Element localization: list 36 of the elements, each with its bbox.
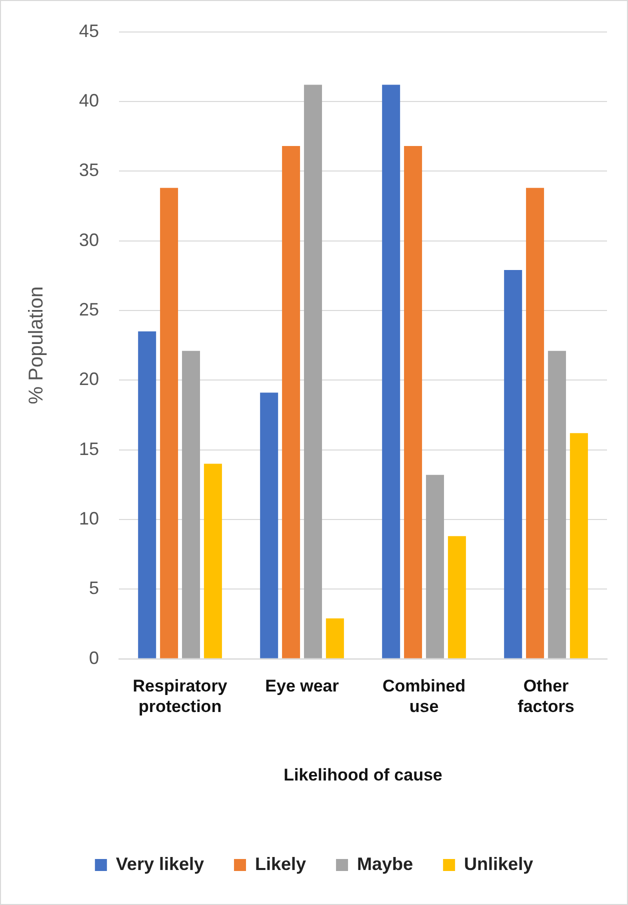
y-tick-label: 10 — [78, 508, 100, 528]
bar — [404, 146, 422, 658]
bar — [182, 350, 200, 658]
bar — [526, 188, 544, 658]
y-tick-label: 5 — [89, 578, 100, 598]
legend-label: Very likely — [116, 854, 204, 874]
x-tick-label: Other factors — [518, 676, 574, 716]
bar — [382, 84, 400, 658]
bar — [260, 392, 278, 658]
y-tick-label: 45 — [78, 20, 100, 41]
y-tick-label: 40 — [78, 90, 100, 110]
legend-label: Unlikely — [464, 854, 534, 874]
x-tick-label: Combined use — [382, 676, 466, 716]
x-tick-label: Respiratory protection — [132, 676, 228, 716]
bar — [326, 618, 344, 658]
y-tick-label: 0 — [89, 648, 100, 668]
bar — [504, 270, 522, 658]
bar — [570, 433, 588, 658]
bar — [160, 188, 178, 658]
bar — [204, 464, 222, 658]
y-tick-label: 15 — [78, 438, 100, 459]
bar — [282, 146, 300, 658]
y-tick-label: 20 — [78, 369, 100, 390]
legend-label: Maybe — [357, 854, 414, 874]
y-tick-label: 25 — [78, 299, 100, 320]
y-tick-label: 30 — [78, 230, 100, 250]
bar — [448, 536, 466, 658]
x-axis-title: Likelihood of cause — [284, 765, 442, 784]
y-tick-label: 35 — [78, 160, 100, 180]
bar — [426, 474, 444, 658]
bar — [548, 350, 566, 658]
bar — [304, 84, 322, 658]
y-axis-title: % Population — [26, 286, 48, 404]
bar — [138, 331, 156, 658]
legend-label: Likely — [255, 854, 306, 874]
x-tick-label: Eye wear — [265, 676, 340, 696]
